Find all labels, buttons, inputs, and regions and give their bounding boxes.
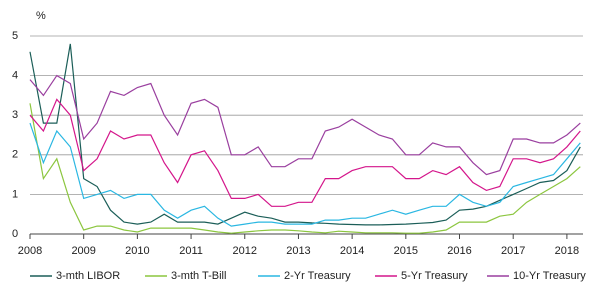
x-tick-label: 2017 bbox=[501, 245, 525, 257]
legend-label: 2-Yr Treasury bbox=[284, 270, 351, 282]
x-tick-label: 2013 bbox=[286, 245, 310, 257]
y-tick-label: 2 bbox=[12, 149, 18, 161]
x-tick-label: 2011 bbox=[179, 245, 203, 257]
x-tick-label: 2016 bbox=[447, 245, 471, 257]
x-tick-label: 2014 bbox=[340, 245, 364, 257]
y-tick-label: 5 bbox=[12, 30, 18, 42]
x-tick-label: 2015 bbox=[394, 245, 418, 257]
x-tick-label: 2009 bbox=[71, 245, 95, 257]
x-tick-label: 2012 bbox=[233, 245, 257, 257]
y-unit: % bbox=[36, 10, 46, 22]
y-tick-label: 1 bbox=[12, 188, 18, 200]
x-tick-label: 2008 bbox=[18, 245, 42, 257]
series-line bbox=[29, 74, 581, 176]
x-tick-label: 2018 bbox=[555, 245, 579, 257]
legend-label: 5-Yr Treasury bbox=[401, 270, 468, 282]
legend-label: 3-mth T-Bill bbox=[171, 270, 226, 282]
y-tick-label: 0 bbox=[12, 228, 18, 240]
legend-label: 10-Yr Treasury bbox=[513, 270, 586, 282]
series-line bbox=[29, 103, 581, 234]
x-tick-label: 2010 bbox=[125, 245, 149, 257]
series-line bbox=[29, 122, 581, 227]
legend-label: 3-mth LIBOR bbox=[56, 270, 120, 282]
y-tick-label: 4 bbox=[12, 70, 18, 82]
series-line bbox=[29, 43, 581, 226]
series-line bbox=[29, 98, 581, 207]
y-tick-label: 3 bbox=[12, 109, 18, 121]
